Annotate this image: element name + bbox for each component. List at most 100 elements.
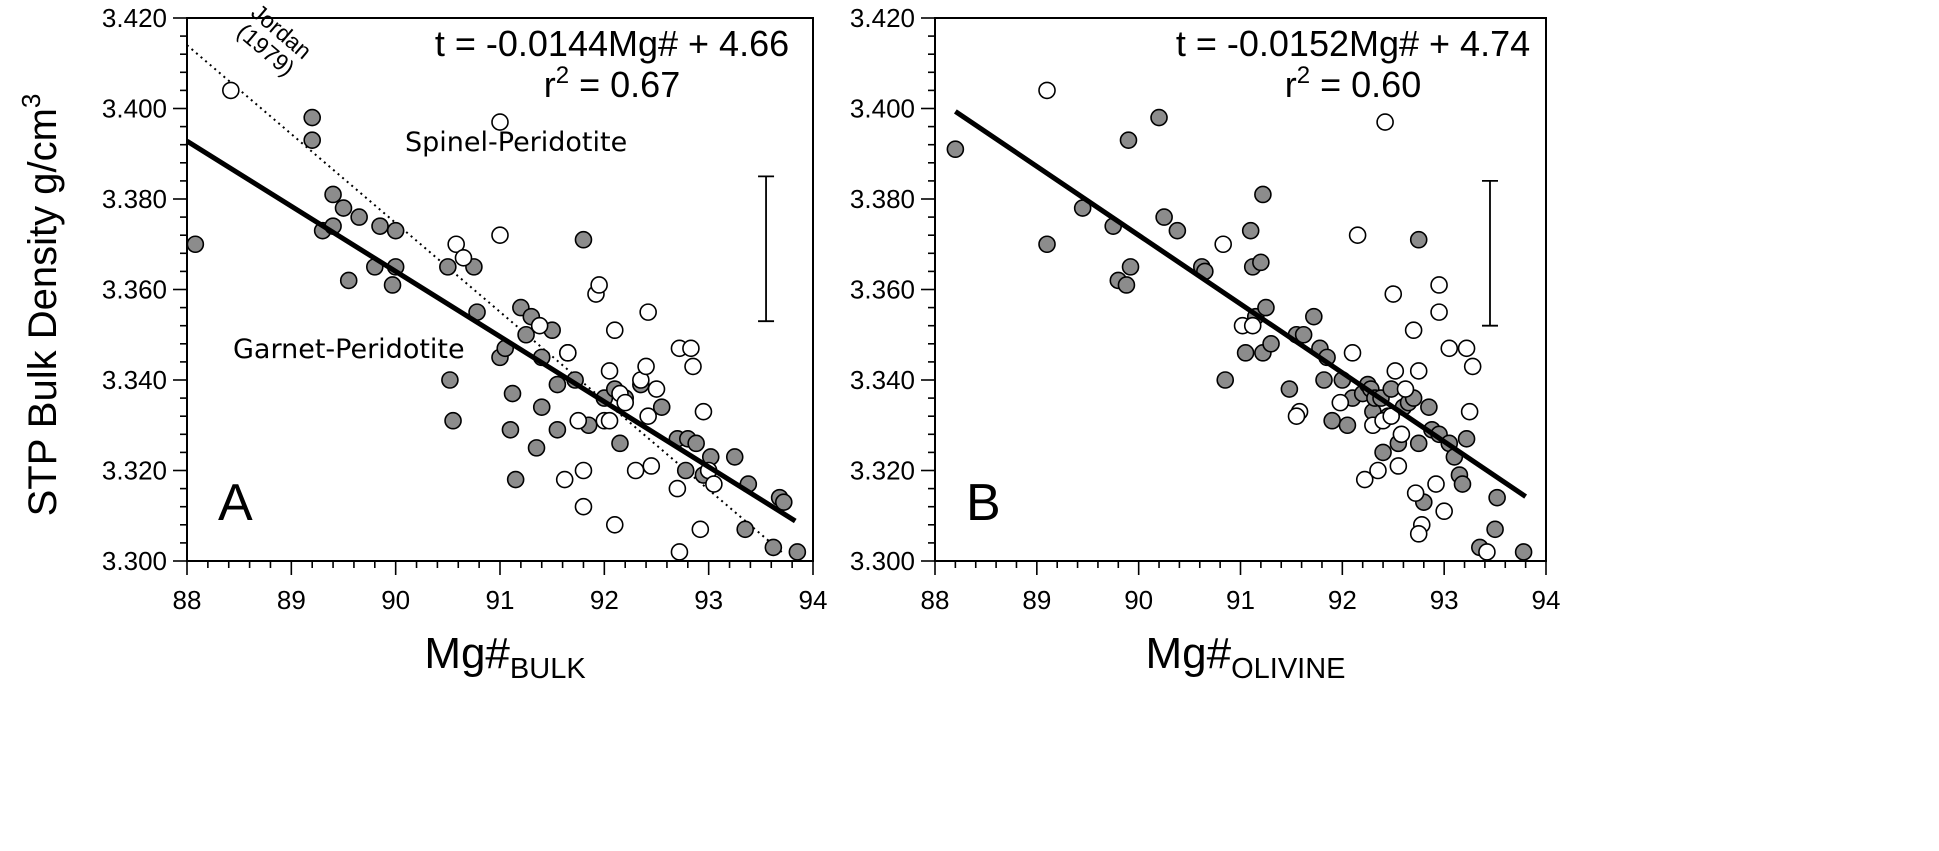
- x-tick-label: 89: [277, 585, 306, 615]
- data-point-filled: [1168, 221, 1187, 240]
- data-point-open: [555, 470, 574, 489]
- data-point-filled: [1119, 131, 1138, 149]
- data-point-filled: [1294, 325, 1313, 344]
- x-axis-label-subscript: OLIVINE: [1231, 653, 1345, 685]
- y-axis-label-text: STP Bulk Density g/cm: [21, 108, 65, 516]
- data-point-filled: [527, 439, 546, 457]
- data-point-filled: [339, 271, 358, 290]
- data-point-filled: [725, 448, 744, 466]
- data-point-filled: [371, 217, 389, 235]
- data-point-open: [1369, 461, 1387, 480]
- data-point-filled: [1453, 475, 1472, 493]
- data-point-open: [616, 393, 635, 412]
- data-point-open: [1392, 425, 1411, 444]
- y-axis-label-sup: 3: [16, 94, 46, 108]
- data-point-open: [682, 339, 700, 358]
- data-point-filled: [687, 434, 705, 453]
- r-squared-value: = 0.67: [569, 64, 680, 105]
- data-point-filled: [506, 470, 525, 489]
- data-point-filled: [503, 384, 522, 403]
- reference-line-label: Jordan(1979): [232, 0, 316, 81]
- data-point-open: [647, 380, 666, 398]
- data-point-open: [1406, 484, 1425, 502]
- regression-equation: t = -0.0144Mg# + 4.66: [435, 23, 789, 64]
- data-point-filled: [1121, 258, 1140, 276]
- data-point-filled: [1155, 208, 1173, 226]
- x-tick-label: 92: [1328, 585, 1357, 615]
- y-tick-label: 3.420: [850, 3, 915, 33]
- panel-b: 88 89 90 91 92 93 94 3.300 3.320 3.340 3.360 3.380 3…: [850, 3, 1561, 685]
- data-point-open: [530, 316, 549, 335]
- data-point-open: [1430, 276, 1448, 294]
- regression-line: [953, 109, 1528, 499]
- x-axis-label: Mg#BULK: [424, 629, 586, 685]
- data-point-open: [1348, 226, 1367, 244]
- data-point-open: [1457, 339, 1476, 358]
- y-tick-label: 3.320: [850, 456, 915, 486]
- panel-letter: A: [218, 474, 253, 532]
- y-axis-label: STP Bulk Density g/cm3: [16, 94, 65, 517]
- data-point-open: [1409, 525, 1428, 543]
- data-point-open: [1427, 475, 1445, 493]
- data-point-open: [1243, 316, 1262, 335]
- data-point-filled: [676, 461, 695, 480]
- data-point-filled: [736, 520, 754, 539]
- data-point-open: [639, 303, 657, 321]
- r-squared: r2 = 0.67: [544, 62, 680, 105]
- x-tick-label: 88: [921, 585, 950, 615]
- y-tick-label: 3.400: [850, 94, 915, 124]
- data-point-filled: [1252, 253, 1270, 272]
- data-point-filled: [1409, 434, 1428, 453]
- annotation-spinel-peridotite: Spinel-Peridotite: [405, 127, 627, 158]
- data-point-open: [1463, 357, 1482, 376]
- data-point-open: [691, 520, 710, 539]
- data-point-filled: [1305, 307, 1323, 326]
- reference-line-jordan: [186, 44, 783, 553]
- x-axis-label-subscript: BULK: [510, 653, 586, 685]
- y-tick-label: 3.340: [850, 365, 915, 395]
- data-point-open: [600, 362, 619, 380]
- y-tick-label: 3.300: [102, 546, 167, 576]
- data-point-open: [574, 461, 593, 480]
- y-tick-label: 3.400: [102, 94, 167, 124]
- data-point-filled: [532, 398, 551, 416]
- data-point-open: [670, 543, 689, 561]
- data-point-open: [454, 249, 473, 267]
- data-point-filled: [501, 420, 520, 439]
- data-point-open: [1343, 344, 1362, 362]
- data-point-filled: [1486, 520, 1504, 539]
- data-point-filled: [1257, 298, 1275, 317]
- data-point-filled: [1254, 185, 1272, 204]
- data-point-open: [1331, 393, 1350, 412]
- y-tick-label: 3.340: [102, 365, 167, 395]
- data-point-open: [637, 357, 655, 376]
- data-point-filled: [1280, 380, 1299, 398]
- data-point-open: [1396, 380, 1415, 398]
- data-point-open: [1460, 402, 1479, 421]
- regression-line: [185, 138, 797, 524]
- data-point-filled: [334, 199, 353, 217]
- data-point-open: [694, 402, 713, 421]
- y-tick-label: 3.360: [850, 275, 915, 305]
- data-point-open: [1389, 457, 1408, 475]
- data-point-open: [1287, 407, 1306, 426]
- data-point-filled: [1514, 543, 1533, 561]
- x-tick-label: 93: [1430, 585, 1459, 615]
- data-point-filled: [383, 276, 402, 294]
- panel-letter: B: [966, 474, 1001, 532]
- data-point-filled: [1117, 276, 1136, 294]
- x-tick-label: 92: [590, 585, 619, 615]
- data-point-open: [1409, 362, 1428, 380]
- data-point-filled: [764, 538, 783, 557]
- data-point-open: [605, 515, 624, 534]
- x-tick-label: 90: [1124, 585, 1153, 615]
- data-point-filled: [946, 140, 965, 159]
- data-point-filled: [350, 208, 368, 226]
- x-tick-label: 94: [1532, 585, 1561, 615]
- data-point-open: [1430, 303, 1448, 321]
- data-point-filled: [611, 434, 629, 453]
- data-point-open: [574, 497, 593, 516]
- data-point-open: [1386, 362, 1405, 380]
- data-point-open: [222, 81, 240, 100]
- data-point-open: [559, 344, 577, 362]
